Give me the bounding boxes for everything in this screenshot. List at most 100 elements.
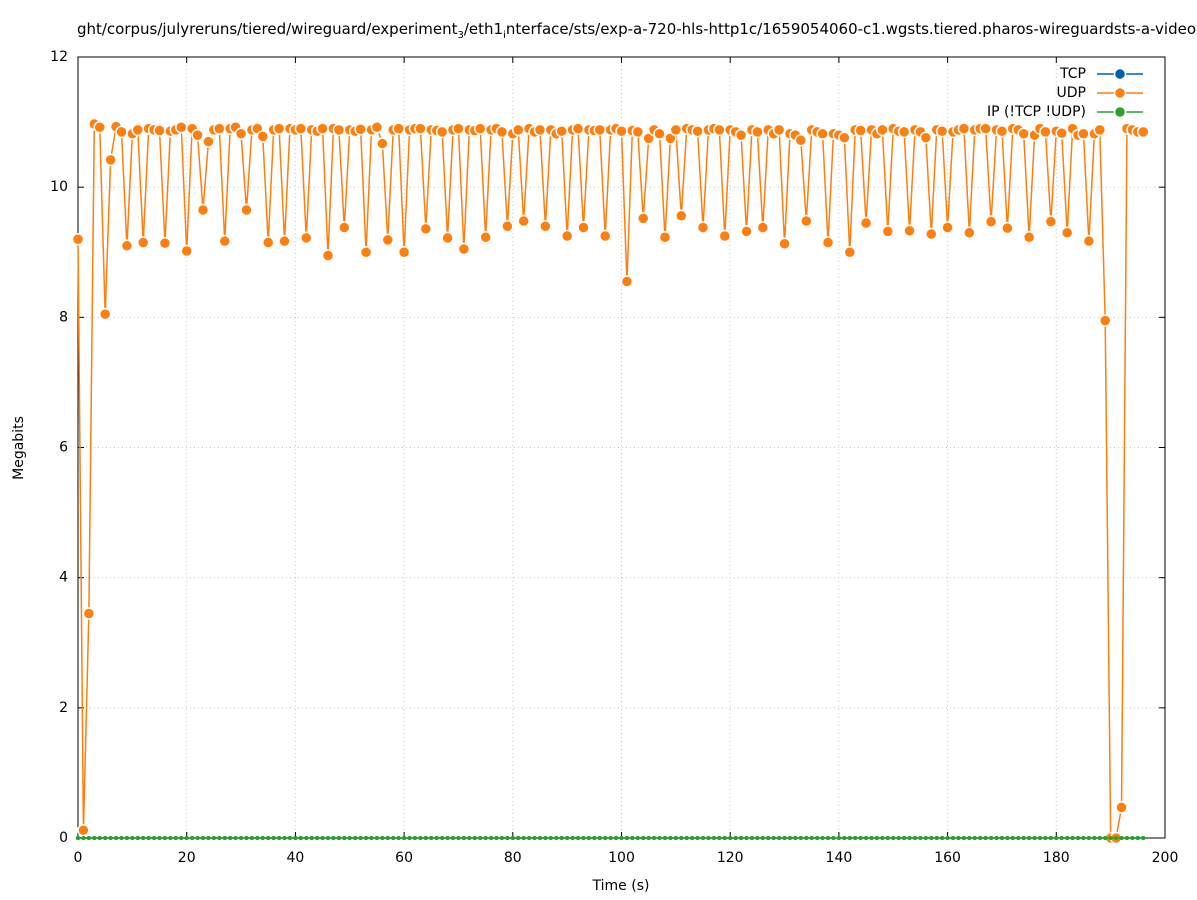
data-point bbox=[1124, 836, 1129, 840]
data-point bbox=[636, 212, 650, 225]
data-point bbox=[115, 125, 128, 139]
data-point bbox=[826, 836, 831, 840]
data-point bbox=[1048, 836, 1053, 840]
x-tick-label: 60 bbox=[395, 850, 413, 866]
data-point bbox=[517, 214, 530, 228]
data-point bbox=[919, 131, 933, 144]
data-point bbox=[240, 203, 253, 217]
data-point bbox=[457, 242, 471, 256]
data-point bbox=[309, 836, 314, 840]
data-point bbox=[744, 836, 749, 840]
data-point bbox=[646, 836, 651, 840]
data-point bbox=[266, 836, 271, 840]
data-point bbox=[255, 836, 260, 840]
data-point bbox=[402, 836, 407, 840]
data-point bbox=[1135, 836, 1140, 840]
plot-frame bbox=[77, 56, 1166, 839]
data-point bbox=[473, 122, 487, 135]
data-point bbox=[1076, 836, 1081, 840]
data-point bbox=[598, 229, 612, 243]
data-point bbox=[749, 836, 754, 840]
data-point bbox=[277, 836, 282, 840]
data-point bbox=[956, 836, 961, 840]
data-point bbox=[1115, 801, 1128, 814]
y-tick-label: 6 bbox=[59, 440, 68, 456]
data-point bbox=[130, 836, 135, 840]
legend-marker bbox=[1113, 67, 1127, 81]
data-point bbox=[1141, 836, 1146, 840]
data-point bbox=[854, 124, 867, 137]
data-point bbox=[733, 836, 738, 840]
data-point bbox=[141, 836, 146, 840]
data-point bbox=[548, 836, 553, 840]
data-point bbox=[934, 836, 939, 840]
data-point bbox=[874, 836, 879, 840]
data-point bbox=[173, 836, 178, 840]
data-point bbox=[234, 127, 248, 141]
data-point bbox=[119, 836, 124, 840]
data-point bbox=[1016, 836, 1021, 840]
data-point bbox=[499, 836, 504, 840]
data-point bbox=[787, 836, 792, 840]
data-point bbox=[516, 836, 521, 840]
legend-marker bbox=[1113, 105, 1127, 119]
data-point bbox=[190, 836, 195, 840]
data-point bbox=[1137, 125, 1150, 139]
data-point bbox=[842, 836, 847, 840]
x-tick-label: 0 bbox=[74, 850, 83, 866]
data-point bbox=[158, 236, 172, 250]
x-tick-label: 40 bbox=[286, 850, 304, 866]
data-point bbox=[376, 137, 389, 150]
data-point bbox=[369, 836, 374, 840]
data-point bbox=[1065, 836, 1070, 840]
data-point bbox=[483, 836, 488, 840]
data-point bbox=[342, 836, 347, 840]
data-point bbox=[272, 122, 286, 135]
data-point bbox=[261, 236, 275, 249]
data-point bbox=[1021, 836, 1026, 840]
data-point bbox=[615, 124, 628, 138]
data-point bbox=[278, 234, 291, 248]
data-point bbox=[711, 836, 716, 840]
data-point bbox=[1017, 127, 1030, 141]
grid bbox=[77, 56, 1166, 839]
data-point bbox=[162, 836, 167, 840]
data-point bbox=[206, 836, 211, 840]
data-point bbox=[76, 836, 80, 840]
data-point bbox=[675, 209, 688, 223]
data-point bbox=[701, 836, 706, 840]
data-point bbox=[435, 125, 449, 139]
data-point bbox=[653, 127, 666, 141]
data-point bbox=[293, 836, 298, 840]
data-point bbox=[180, 244, 193, 258]
data-point bbox=[81, 836, 86, 840]
data-point bbox=[756, 221, 770, 234]
data-point bbox=[201, 836, 206, 840]
data-point bbox=[555, 124, 568, 138]
data-point bbox=[929, 836, 934, 840]
data-point bbox=[249, 836, 254, 840]
data-point bbox=[228, 836, 233, 840]
data-point bbox=[918, 836, 923, 840]
data-point bbox=[995, 124, 1009, 138]
data-point bbox=[146, 836, 151, 840]
data-point bbox=[511, 123, 525, 137]
data-point bbox=[304, 836, 309, 840]
data-point bbox=[565, 836, 570, 840]
data-point bbox=[347, 836, 352, 840]
data-point bbox=[92, 836, 97, 840]
data-point bbox=[902, 836, 907, 840]
data-point bbox=[994, 836, 999, 840]
data-point bbox=[152, 836, 157, 840]
data-point bbox=[418, 836, 423, 840]
data-point bbox=[706, 836, 711, 840]
data-point bbox=[510, 836, 515, 840]
data-point bbox=[963, 226, 976, 239]
data-point bbox=[1108, 836, 1113, 840]
legend-label: UDP bbox=[1057, 85, 1086, 101]
data-point bbox=[559, 836, 564, 840]
data-point bbox=[396, 836, 401, 840]
x-tick-label: 80 bbox=[504, 850, 522, 866]
title-part: ght/corpus/julyreruns/tiered/wireguard/e… bbox=[77, 20, 458, 38]
